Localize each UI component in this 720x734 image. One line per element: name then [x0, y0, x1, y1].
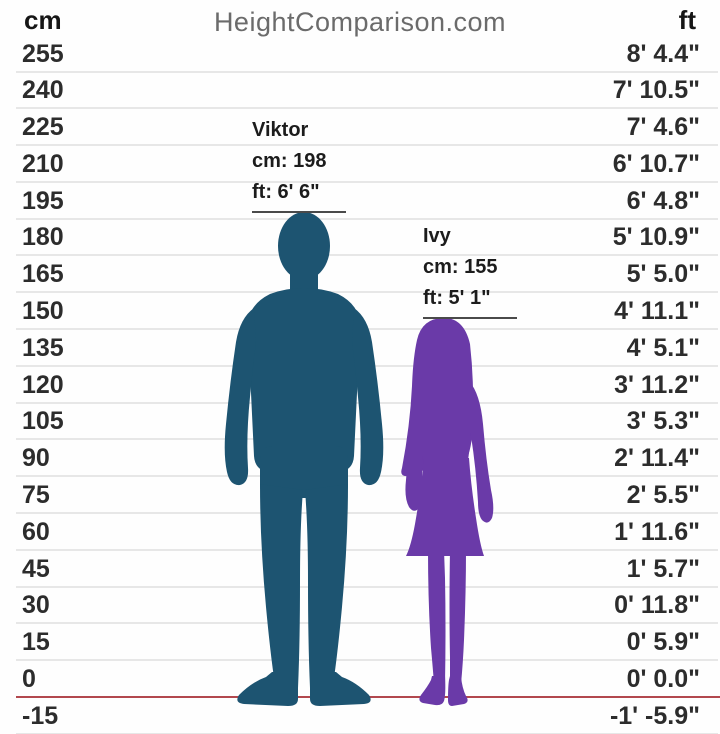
cm-tick-label: 225 — [22, 113, 64, 142]
cm-tick-label: 180 — [22, 223, 64, 252]
cm-tick-label: 45 — [22, 554, 50, 583]
person-height-marker-ivy — [423, 316, 517, 319]
gridline — [16, 512, 718, 515]
cm-tick-label: 240 — [22, 76, 64, 105]
person-cm-value: cm: 155 — [423, 255, 498, 278]
cm-tick-label: 15 — [22, 628, 50, 657]
cm-tick-label: 30 — [22, 591, 50, 620]
cm-tick-label: 75 — [22, 481, 50, 510]
ft-tick-label: 2' 5.5" — [626, 481, 700, 510]
gridline — [16, 217, 718, 220]
gridline — [16, 180, 718, 183]
ft-tick-label: 7' 10.5" — [612, 76, 700, 105]
person-label-viktor: Viktor cm: 198 ft: 6' 6" — [252, 115, 327, 208]
gridline — [16, 144, 718, 147]
person-cm-value: cm: 198 — [252, 150, 327, 173]
ft-tick-label: 0' 5.9" — [626, 628, 700, 657]
person-silhouette-viktor — [224, 212, 384, 707]
gridline — [16, 585, 718, 588]
ft-tick-label: 4' 11.1" — [614, 297, 700, 326]
ft-tick-label: 1' 5.7" — [626, 554, 700, 583]
gridline — [16, 70, 718, 73]
gridline — [16, 254, 718, 257]
person-name: Ivy — [423, 224, 451, 247]
ft-tick-label: 6' 10.7" — [612, 149, 700, 178]
ft-tick-label: 3' 5.3" — [626, 407, 700, 436]
ft-tick-label: 6' 4.8" — [626, 186, 700, 215]
cm-tick-label: 0 — [22, 665, 36, 693]
ft-tick-label: 3' 11.2" — [614, 370, 700, 399]
ft-tick-label: 0' 11.8" — [614, 591, 700, 620]
person-height-marker-viktor — [252, 211, 346, 214]
gridline — [16, 732, 718, 734]
gridline — [16, 622, 718, 625]
cm-tick-label: 60 — [22, 517, 50, 546]
cm-tick-label: 90 — [22, 444, 50, 473]
ft-tick-label: 5' 5.0" — [626, 260, 700, 289]
person-ft-value: ft: 5' 1" — [423, 286, 491, 309]
person-silhouette-ivy — [401, 317, 494, 706]
ft-tick-label: 0' 0.0" — [626, 665, 700, 693]
person-name: Viktor — [252, 119, 309, 142]
cm-tick-label: 105 — [22, 407, 64, 436]
cm-tick-label: 120 — [22, 370, 64, 399]
cm-tick-label: 165 — [22, 260, 64, 289]
ft-tick-label: 5' 10.9" — [612, 223, 700, 252]
left-axis-unit-label: cm — [24, 5, 62, 35]
cm-tick-label: 150 — [22, 297, 64, 326]
ft-tick-label: 1' 11.6" — [614, 517, 700, 546]
cm-tick-label: -15 — [22, 701, 59, 730]
cm-tick-label: 210 — [22, 149, 64, 178]
right-axis-unit-label: ft — [678, 5, 696, 35]
person-ft-value: ft: 6' 6" — [252, 181, 320, 204]
person-label-ivy: Ivy cm: 155 ft: 5' 1" — [423, 221, 498, 314]
ft-tick-label: 2' 11.4" — [614, 444, 700, 473]
cm-tick-label: 195 — [22, 186, 64, 215]
ft-tick-label: 8' 4.4" — [626, 39, 700, 68]
ft-tick-label: 4' 5.1" — [626, 333, 700, 362]
cm-tick-label: 135 — [22, 333, 64, 362]
site-title: HeightComparison.com — [213, 7, 507, 37]
cm-tick-label: 255 — [22, 39, 64, 68]
ft-tick-label: 7' 4.6" — [626, 113, 700, 142]
gridline — [16, 659, 718, 662]
gridline — [16, 291, 718, 294]
gridline — [16, 107, 718, 110]
ft-tick-label: -1' -5.9" — [609, 701, 700, 730]
gridline — [16, 548, 718, 551]
